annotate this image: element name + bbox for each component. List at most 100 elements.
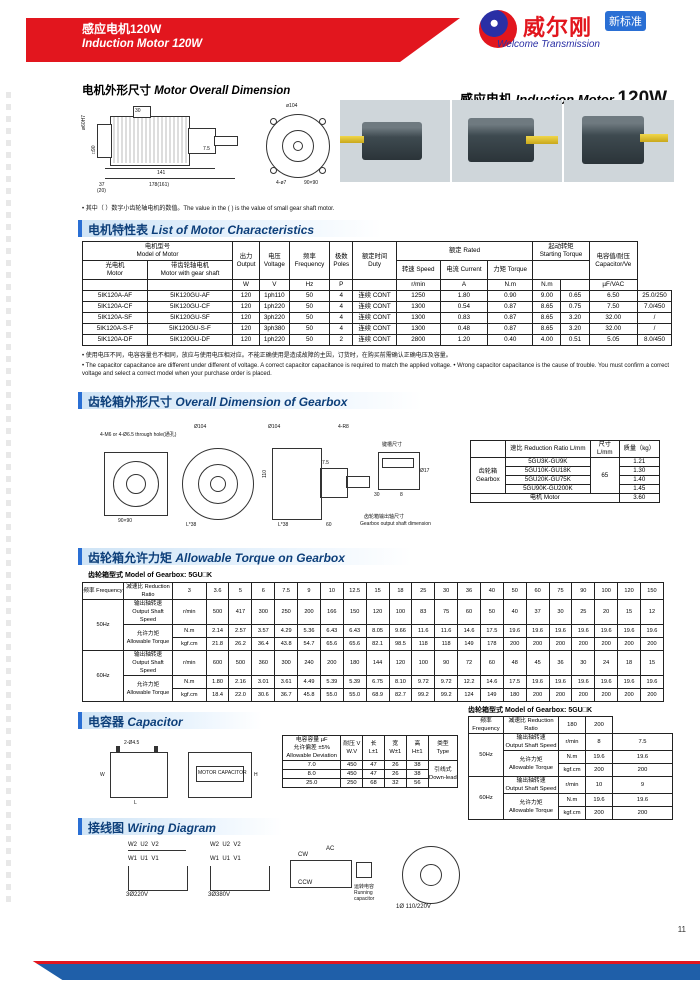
row-label: 输出轴转速 Output Shaft Speed	[123, 599, 173, 625]
data-cell: 4.29	[274, 624, 299, 638]
data-cell: 417	[228, 599, 253, 625]
unit-cell: kgf.cm	[172, 637, 207, 651]
header-title-en: Induction Motor 120W	[82, 38, 203, 50]
table-row: 允许力矩 Allowable Torque N.m 2.14 2.57 3.57 4.29 5…	[83, 624, 665, 651]
motor-side-drawing: ø60H7 □90 30 37 (20) 141 178(161) 7.5	[75, 100, 255, 200]
data-cell: 200	[617, 688, 641, 702]
th-cap: 电容值/耐压 Capacitor/Ve	[588, 241, 638, 280]
th-mass: 质量（kg）	[618, 440, 661, 458]
data-cell: 18	[617, 650, 641, 676]
data-cell: 1.80	[439, 290, 489, 302]
unit-cell: Hz	[288, 279, 331, 291]
data-cell: 9.72	[434, 675, 459, 689]
logo-badge: 新标准	[605, 11, 646, 31]
data-cell: 3.20	[560, 312, 590, 324]
data-cell: 48	[502, 650, 527, 676]
unit-cell	[352, 279, 397, 291]
th: 180	[558, 716, 586, 734]
th-ratio: 25	[411, 582, 436, 600]
table-header-row: 频率 Frequency 减速比 Reduction Ratio 3 3.6 5 6 7.5…	[82, 582, 665, 600]
data-cell: 1.80	[205, 675, 230, 689]
data-cell: 3.57	[251, 624, 276, 638]
data-cell: 0.83	[439, 312, 489, 324]
characteristics-footnote-cn: • 使用电压不同，电容容量也不相同，放应与使用电压相对应。不能正确使用是造成故障…	[82, 353, 452, 359]
data-cell: 4	[329, 301, 354, 313]
capacitor-drawing: 2-Ø4.5 W L MOTOR CAPACITOR H	[100, 740, 258, 806]
data-cell: 68	[362, 778, 385, 788]
data-cell: 1.20	[439, 334, 489, 346]
section-characteristics-band: 电机特性表 List of Motor Characteristics	[78, 220, 382, 237]
th-ratio: 90	[571, 582, 596, 600]
motor-face-drawing: ø104 4-ø7 90×90	[248, 100, 358, 200]
data-cell: 200	[612, 763, 673, 777]
th-rated: 额定 Rated	[395, 241, 534, 261]
capacitor-cn: 电容器	[88, 715, 125, 729]
th-ratio: 5	[228, 582, 253, 600]
section-wiring-band: 接线图 Wiring Diagram	[78, 818, 282, 835]
mass-cell: 1.21	[618, 457, 661, 467]
unit-cell	[560, 279, 590, 291]
th-model: 电机型号 Model of Motor	[82, 241, 233, 261]
data-cell: 连续 CONT	[352, 301, 397, 313]
unit-cell	[147, 279, 233, 291]
data-cell: 6.50	[588, 290, 638, 302]
motor-mass-cell: 3.60	[618, 493, 661, 503]
data-cell: 8.65	[532, 301, 562, 313]
data-cell: 2.14	[205, 624, 230, 638]
data-cell: 56	[405, 778, 429, 788]
data-cell: 83	[411, 599, 436, 625]
row-label: 允许力矩 Allowable Torque	[503, 793, 559, 820]
row-label: 允许力矩 Allowable Torque	[503, 750, 559, 777]
data-cell: 200	[571, 637, 596, 651]
data-cell: 450	[340, 760, 364, 770]
data-cell: 3.01	[251, 675, 276, 689]
data-cell: 60	[457, 599, 481, 625]
data-cell: 7.0/450	[636, 301, 673, 313]
data-cell: 8	[585, 733, 613, 751]
data-cell: 82.7	[388, 688, 413, 702]
th-ratio: 50	[502, 582, 527, 600]
data-cell: 200	[502, 637, 527, 651]
unit-cell: V	[259, 279, 290, 291]
gearboxdim-en: Overall Dimension of Gearbox	[175, 395, 348, 409]
section-dimension-cn: 电机外形尺寸	[82, 85, 151, 97]
data-cell: 149	[479, 688, 504, 702]
data-cell: 0.75	[560, 301, 590, 313]
data-cell: 200	[297, 599, 321, 625]
data-cell: 120	[365, 599, 390, 625]
table-row: 齿轮箱 Gearbox 5GU3K-GU9K 65 1.21	[470, 457, 661, 494]
torque-table-wrap: 频率 Frequency 减速比 Reduction Ratio 3 3.6 5 6 7.5…	[82, 582, 665, 702]
data-cell: 120	[231, 301, 261, 313]
freq-cell: 50Hz	[82, 599, 124, 651]
data-cell: 25	[571, 599, 596, 625]
data-cell: 200	[639, 637, 665, 651]
data-cell: 19.6	[571, 675, 596, 689]
capacitor-en: Capacitor	[127, 715, 183, 729]
data-cell: 17.5	[502, 675, 527, 689]
th-ratio: 10	[319, 582, 344, 600]
motor-photo-1	[340, 100, 450, 182]
data-cell: 0.40	[487, 334, 534, 346]
data-cell: 250	[340, 778, 364, 788]
data-cell: 8.65	[532, 312, 562, 324]
data-cell: 149	[457, 637, 481, 651]
table-header-row: 电机型号 Model of Motor 出力 Output 电压 Voltage 频率 Fre…	[82, 241, 672, 280]
th: 极数 Poles	[329, 241, 354, 280]
data-cell: 100	[411, 650, 436, 676]
th-ratio: 36	[457, 582, 481, 600]
unit-cell: N.m	[558, 793, 586, 807]
th-rated-sub: 转速 Speed	[395, 260, 441, 280]
unit-cell	[82, 279, 148, 291]
characteristics-table-wrap: 电机型号 Model of Motor 出力 Output 电压 Voltage 频率 Fre…	[82, 241, 673, 346]
data-cell: 72	[457, 650, 481, 676]
characteristics-footnote-en: • The capacitor capacitance are differen…	[82, 363, 670, 377]
ratio-cell: 5GU3K-GU9K	[504, 457, 591, 467]
data-cell: 0.87	[487, 301, 534, 313]
data-cell: 9.66	[388, 624, 413, 638]
data-cell: 15	[617, 599, 641, 625]
table-row: kgf.cm 200 200	[469, 806, 673, 820]
th: 类型 Type	[427, 735, 459, 761]
data-cell: 19.6	[548, 675, 573, 689]
data-cell: 14.6	[457, 624, 481, 638]
table-row: kgf.cm 200 200	[469, 763, 673, 777]
